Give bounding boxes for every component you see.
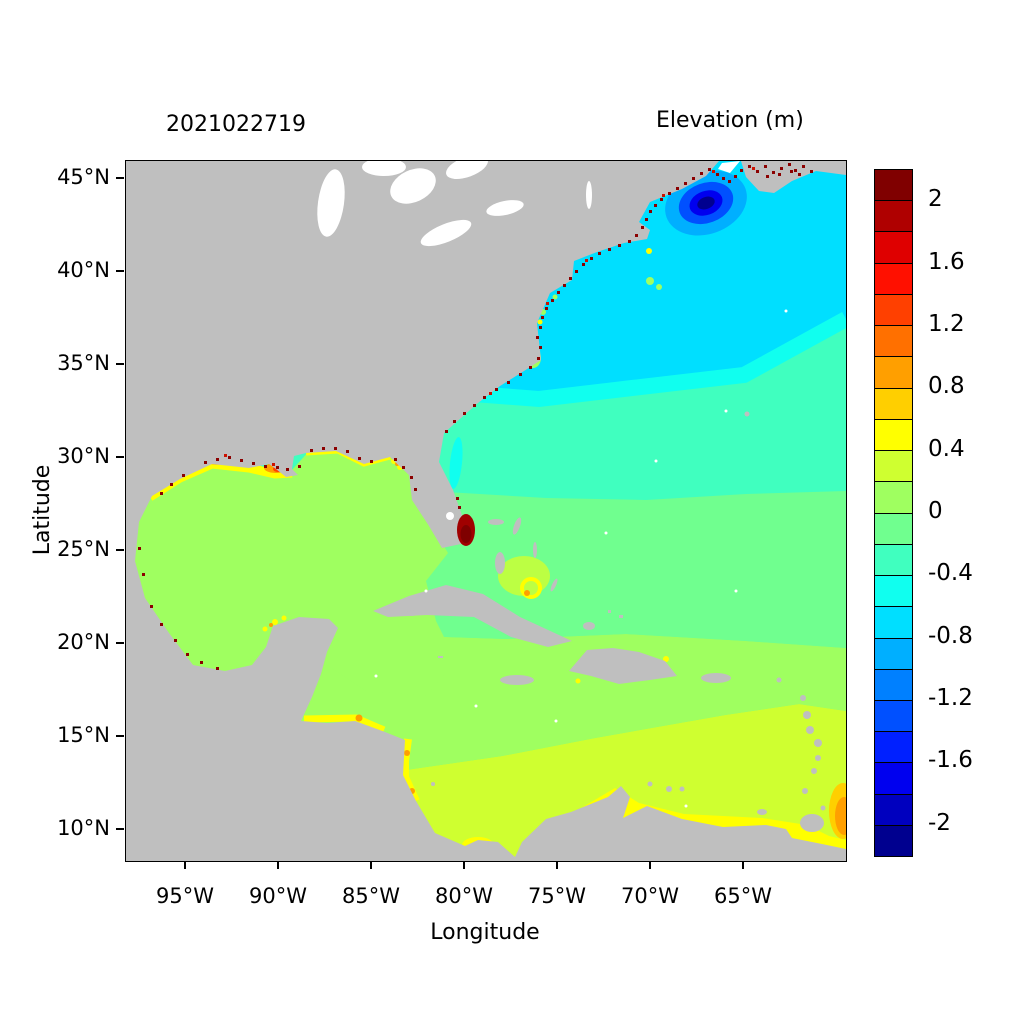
colorbar-tick-label: 1.2: [928, 310, 965, 337]
colorbar-segment: [875, 326, 912, 358]
x-tick-label: 85°W: [342, 884, 400, 908]
colorbar-segment: [875, 357, 912, 389]
colorbar-tick-label: -0.4: [928, 560, 973, 587]
colorbar-segment: [875, 294, 912, 327]
elevation-map-svg: [126, 161, 846, 861]
y-tick-mark: [116, 363, 124, 365]
y-tick-mark: [116, 549, 124, 551]
y-tick-mark: [116, 456, 124, 458]
colorbar-segment: [875, 544, 912, 577]
north-and-central-america-land: [126, 161, 846, 861]
x-tick-mark: [742, 861, 744, 869]
colorbar-segment: [875, 388, 912, 420]
y-tick-label: 15°N: [57, 723, 110, 747]
x-tick-label: 80°W: [435, 884, 493, 908]
y-tick-label: 10°N: [57, 816, 110, 840]
colorbar-tick-label: -1.6: [928, 747, 973, 774]
x-tick-mark: [556, 861, 558, 869]
y-tick-mark: [116, 177, 124, 179]
lake-erie: [420, 219, 472, 247]
colorbar-segment: [875, 700, 912, 733]
x-tick-label: 75°W: [528, 884, 586, 908]
y-tick-mark: [116, 270, 124, 272]
land-layer: [126, 161, 846, 861]
lake-huron: [390, 168, 436, 204]
colorbar-tick-label: 0: [928, 498, 943, 524]
colorbar-segment: [875, 419, 912, 452]
coastal-high-speckles: [138, 163, 813, 670]
lakes-layer: [317, 161, 740, 520]
colorbar-segment: [875, 201, 912, 233]
y-tick-label: 35°N: [57, 351, 110, 375]
plot-title-date: 2021022719: [166, 112, 306, 137]
y-tick-mark: [116, 735, 124, 737]
x-tick-mark: [277, 861, 279, 869]
hispaniola-land: [569, 648, 677, 684]
x-tick-label: 90°W: [249, 884, 307, 908]
puerto-rico-land: [701, 673, 731, 683]
colorbar-segment: [875, 170, 912, 202]
x-tick-label: 65°W: [714, 884, 772, 908]
colorbar-segment: [875, 263, 912, 295]
colorbar-tick-label: 0.4: [928, 435, 965, 462]
nodata-specks: [374, 309, 788, 808]
colorbar-tick-label: -2: [928, 809, 951, 836]
y-tick-label: 45°N: [57, 165, 110, 189]
y-tick-mark: [116, 828, 124, 830]
gulf-of-mexico-region: [131, 447, 456, 696]
colorbar-tick-label: 2: [928, 186, 943, 213]
nova-scotia-land: [741, 161, 846, 193]
colorbar-segment: [875, 513, 912, 545]
colorbar-segment: [875, 482, 912, 514]
y-tick-label: 25°N: [57, 537, 110, 561]
colorbar-segment: [875, 794, 912, 826]
colorbar-segment: [875, 669, 912, 701]
x-tick-label: 95°W: [156, 884, 214, 908]
colorbar-tick-label: 1.6: [928, 248, 965, 275]
colorbar-segment: [875, 732, 912, 764]
x-tick-mark: [649, 861, 651, 869]
colorbar-segment: [875, 763, 912, 795]
colorbar-segment: [875, 451, 912, 483]
cuba-land: [373, 585, 572, 647]
colorbar-title: Elevation (m): [656, 108, 804, 133]
x-tick-mark: [463, 861, 465, 869]
x-tick-mark: [184, 861, 186, 869]
jamaica-land: [500, 675, 534, 685]
colorbar-segment: [875, 576, 912, 608]
x-tick-mark: [370, 861, 372, 869]
x-axis-label: Longitude: [430, 920, 540, 945]
y-tick-label: 30°N: [57, 444, 110, 468]
colorbar: [874, 169, 913, 857]
colorbar-tick-label: 0.8: [928, 373, 965, 400]
y-tick-label: 20°N: [57, 630, 110, 654]
colorbar-segment: [875, 607, 912, 639]
colorbar-tick-label: -0.8: [928, 622, 973, 649]
colorbar-segment: [875, 232, 912, 264]
x-tick-label: 70°W: [621, 884, 679, 908]
lake-ontario: [486, 200, 524, 216]
y-tick-mark: [116, 642, 124, 644]
colorbar-segment: [875, 825, 912, 857]
colorbar-tick-label: -1.2: [928, 685, 973, 712]
map-plot: [125, 160, 847, 862]
colorbar-segment: [875, 638, 912, 670]
lake-michigan: [317, 169, 345, 237]
y-tick-label: 40°N: [57, 258, 110, 282]
